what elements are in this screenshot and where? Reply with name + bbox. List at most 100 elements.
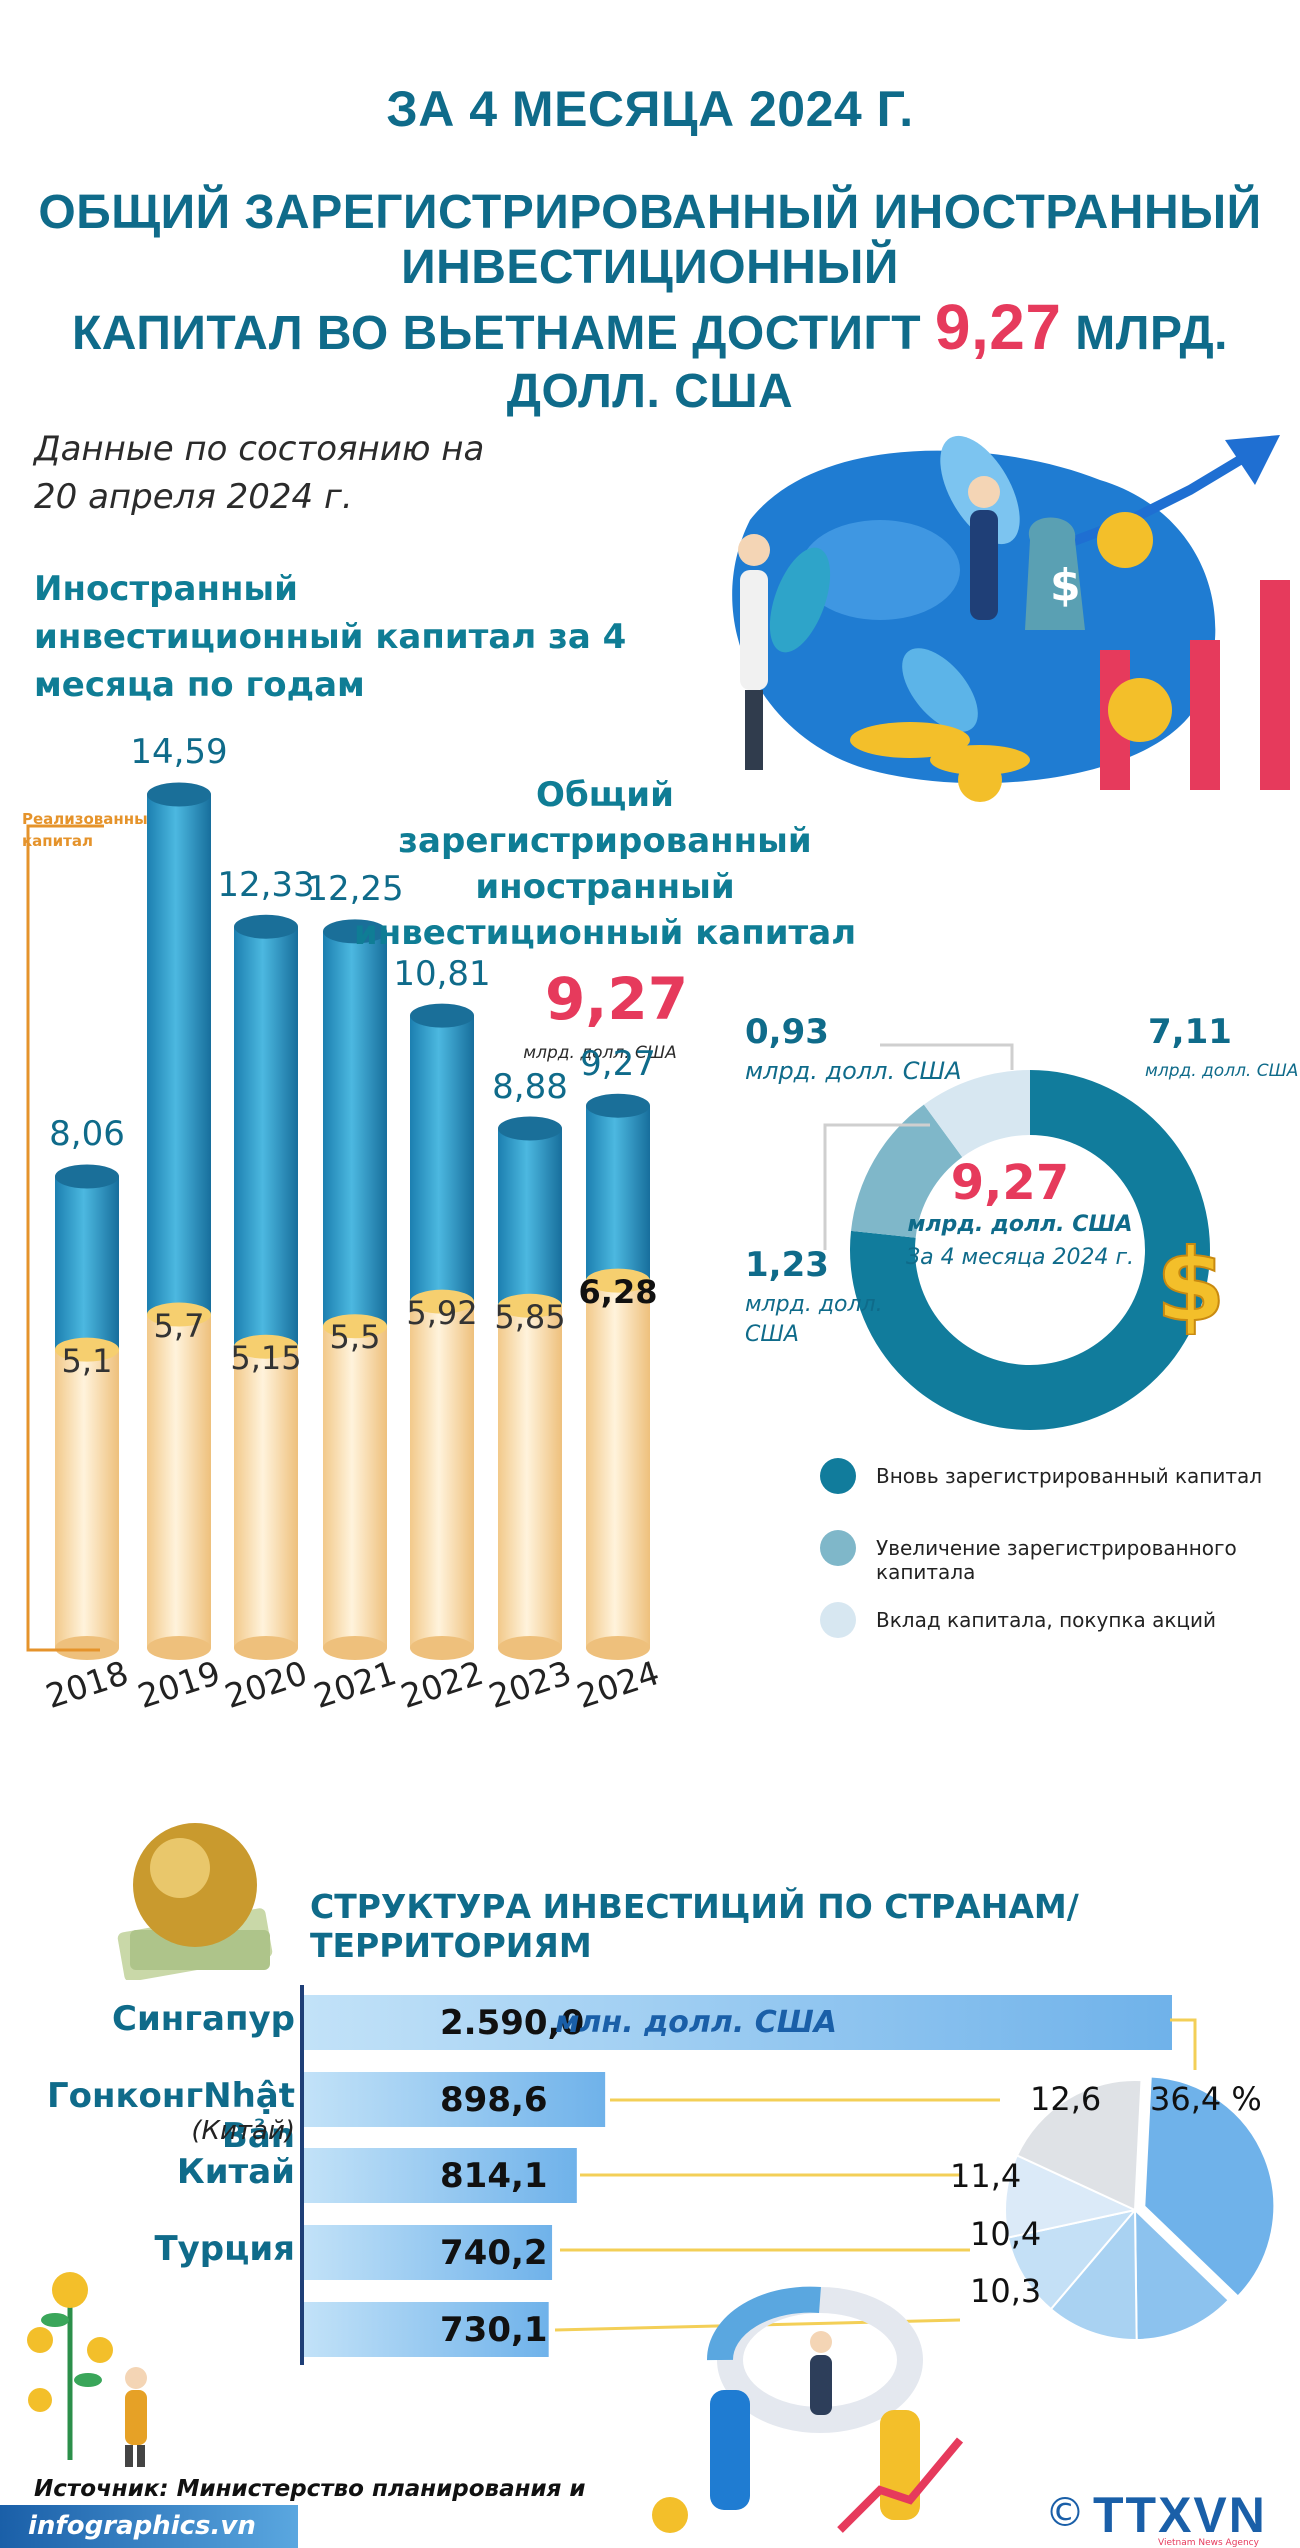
- bar-base-2023: [498, 1636, 562, 1660]
- bar-realized-top-2022: [410, 1289, 474, 1314]
- pie-slice-0: [1143, 2075, 1276, 2298]
- pie-slice-2: [1049, 2207, 1138, 2341]
- svg-text:$: $: [1050, 560, 1081, 611]
- bar-total-label-2023: 8,88: [492, 1066, 568, 1107]
- title-line-3-post: МЛРД. ДОЛЛ. США: [506, 307, 1228, 418]
- pie-slice-4: [1003, 2154, 1139, 2239]
- donut-slice-label-new: 7,11: [1148, 1012, 1232, 1052]
- svg-text:$: $: [1156, 1227, 1226, 1335]
- bar-realized-top-2018: [55, 1337, 119, 1362]
- bar-realized-top-2020: [234, 1334, 298, 1359]
- country-bar-3: [304, 2225, 553, 2280]
- country-bar-value-3: 740,2: [440, 2233, 548, 2273]
- pie-slice-1: [1133, 2207, 1231, 2342]
- bar-realized-label-2023: 5,85: [494, 1297, 566, 1336]
- bar-total-top-2020: [234, 914, 298, 939]
- bar-realized-2022: [410, 1301, 474, 1648]
- realized-capital-label: Реализованный капитал: [22, 810, 159, 850]
- bar-total-top-2022: [410, 1003, 474, 1028]
- country-bar-0: [304, 1995, 1172, 2050]
- realized-bracket-line: [26, 824, 104, 1652]
- legend-label-contribution: Вклад капитала, покупка акций: [876, 1608, 1217, 1632]
- investment-illustration: $: [732, 435, 1290, 802]
- bar-realized-label-2020: 5,15: [230, 1338, 302, 1377]
- bar-base-2021: [323, 1636, 387, 1660]
- bar-total-top-2018: [55, 1164, 119, 1189]
- country-bar-unit: млн. долл. США: [555, 2005, 837, 2040]
- country-name-1: ГонконгNhật Bản: [46, 2076, 295, 2156]
- title-highlight-value: 9,27: [934, 291, 1062, 363]
- brand-subtitle: Vietnam News Agency: [1158, 2538, 1259, 2548]
- country-name-2: Китай: [176, 2152, 295, 2192]
- bar-base-2022: [410, 1636, 474, 1660]
- country-bar-value-0: 2.590,0: [440, 2003, 585, 2043]
- country-name-3: Турция: [154, 2229, 295, 2269]
- dollar-sign-icon: $: [1155, 1226, 1227, 1335]
- country-bar-value-2: 814,1: [440, 2156, 548, 2196]
- capital-donut-chart: [850, 1070, 1210, 1430]
- country-bar-1: [304, 2072, 606, 2127]
- legend-dot-new: [820, 1458, 856, 1494]
- bar-realized-label-2018: 5,1: [61, 1341, 113, 1380]
- bar-realized-label-2022: 5,92: [406, 1293, 478, 1332]
- bar-realized-top-2023: [498, 1293, 562, 1318]
- bar-total-label-2022: 10,81: [393, 953, 491, 994]
- bar-realized-label-2021: 5,5: [329, 1318, 381, 1357]
- bar-total-label-2020: 12,33: [217, 864, 315, 905]
- legend-dot-contribution: [820, 1602, 856, 1638]
- country-bar-2: [304, 2148, 577, 2203]
- bar-realized-2021: [323, 1326, 387, 1648]
- pie-slice-5: [1015, 2079, 1143, 2212]
- bar-realized-2018: [55, 1349, 119, 1648]
- bar-realized-top-2024: [586, 1268, 650, 1293]
- pie-label-1: 12,6: [1030, 2080, 1102, 2118]
- bar-total-label-2024: 9,27: [580, 1043, 656, 1084]
- country-bar-value-1: 898,6: [440, 2080, 548, 2120]
- donut-slice-unit-contribution: млрд. долл. США: [745, 1057, 962, 1085]
- title-line-2: ОБЩИЙ ЗАРЕГИСТРИРОВАННЫЙ ИНОСТРАННЫЙ ИНВ…: [38, 186, 1262, 294]
- analytics-illustration: [652, 2286, 964, 2533]
- bar-total-top-2021: [323, 919, 387, 944]
- donut-center-unit: млрд. долл. США: [907, 1212, 1133, 1237]
- bar-realized-2023: [498, 1305, 562, 1648]
- bar-realized-2019: [147, 1314, 211, 1648]
- bar-total-label-2021: 12,25: [306, 869, 404, 910]
- money-tree-illustration: [27, 2272, 147, 2467]
- country-bar-value-4: 730,1: [440, 2310, 548, 2350]
- legend-dot-increase: [820, 1530, 856, 1566]
- site-banner[interactable]: infographics.vn: [0, 2505, 298, 2548]
- pie-label-4: 10,3: [970, 2272, 1042, 2310]
- country-bar-4: [304, 2302, 549, 2357]
- total-capital-unit: млрд. долл. США: [523, 1043, 677, 1063]
- bar-total-top-2019: [147, 782, 211, 807]
- donut-center-subtitle: За 4 месяца 2024 г.: [905, 1245, 1134, 1270]
- brand-logo: TTXVN: [1093, 2487, 1267, 2543]
- pie-label-2: 11,4: [950, 2157, 1022, 2195]
- bar-total-top-2024: [586, 1093, 650, 1118]
- bar-realized-label-2024: 6,28: [578, 1272, 658, 1311]
- country-sub-1: (Китай): [191, 2116, 295, 2146]
- section1-title: Иностранный инвестиционный капитал за 4 …: [34, 569, 627, 705]
- bar-base-2024: [586, 1636, 650, 1660]
- title-line-3: КАПИТАЛ ВО ВЬЕТНАМЕ ДОСТИГТ 9,27 МЛРД. Д…: [0, 290, 1300, 419]
- pie-label-0: 36,4 %: [1150, 2080, 1262, 2118]
- total-capital-value: 9,27: [545, 965, 689, 1033]
- donut-slice-0: [850, 1070, 1210, 1430]
- bar-total-top-2023: [498, 1116, 562, 1141]
- donut-slice-unit-new: млрд. долл. США: [1145, 1061, 1299, 1081]
- bar-realized-top-2021: [323, 1314, 387, 1339]
- bar-total-label-2018: 8,06: [49, 1114, 125, 1155]
- bar-realized-label-2019: 5,7: [153, 1306, 205, 1345]
- donut-slice-label-increase: 1,23: [745, 1245, 829, 1285]
- donut-slice-label-contribution: 0,93: [745, 1012, 829, 1052]
- bar-realized-2020: [234, 1346, 298, 1648]
- section2-title: СТРУКТУРА ИНВЕСТИЦИЙ ПО СТРАНАМ/ТЕРРИТОР…: [310, 1887, 1079, 1965]
- legend-label-new: Вновь зарегистрированный капитал: [876, 1464, 1263, 1488]
- total-capital-label: Общий зарегистрированный иностранный инв…: [353, 775, 857, 953]
- bar-realized-2024: [586, 1280, 650, 1648]
- pie-label-3: 10,4: [970, 2215, 1042, 2253]
- bar-base-2018: [55, 1636, 119, 1660]
